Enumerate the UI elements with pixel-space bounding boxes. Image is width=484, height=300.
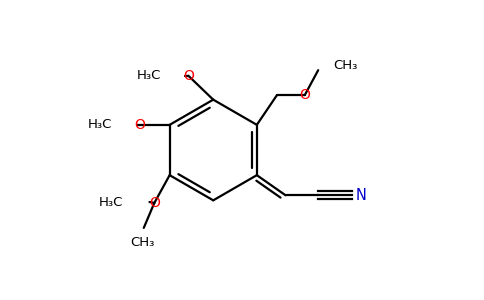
Text: CH₃: CH₃ <box>131 236 155 249</box>
Text: H₃C: H₃C <box>136 69 161 82</box>
Text: O: O <box>183 69 194 83</box>
Text: O: O <box>135 118 145 132</box>
Text: O: O <box>149 196 160 210</box>
Text: N: N <box>356 188 366 203</box>
Text: CH₃: CH₃ <box>333 59 358 72</box>
Text: H₃C: H₃C <box>99 196 123 208</box>
Text: H₃C: H₃C <box>88 118 113 131</box>
Text: O: O <box>299 88 310 102</box>
